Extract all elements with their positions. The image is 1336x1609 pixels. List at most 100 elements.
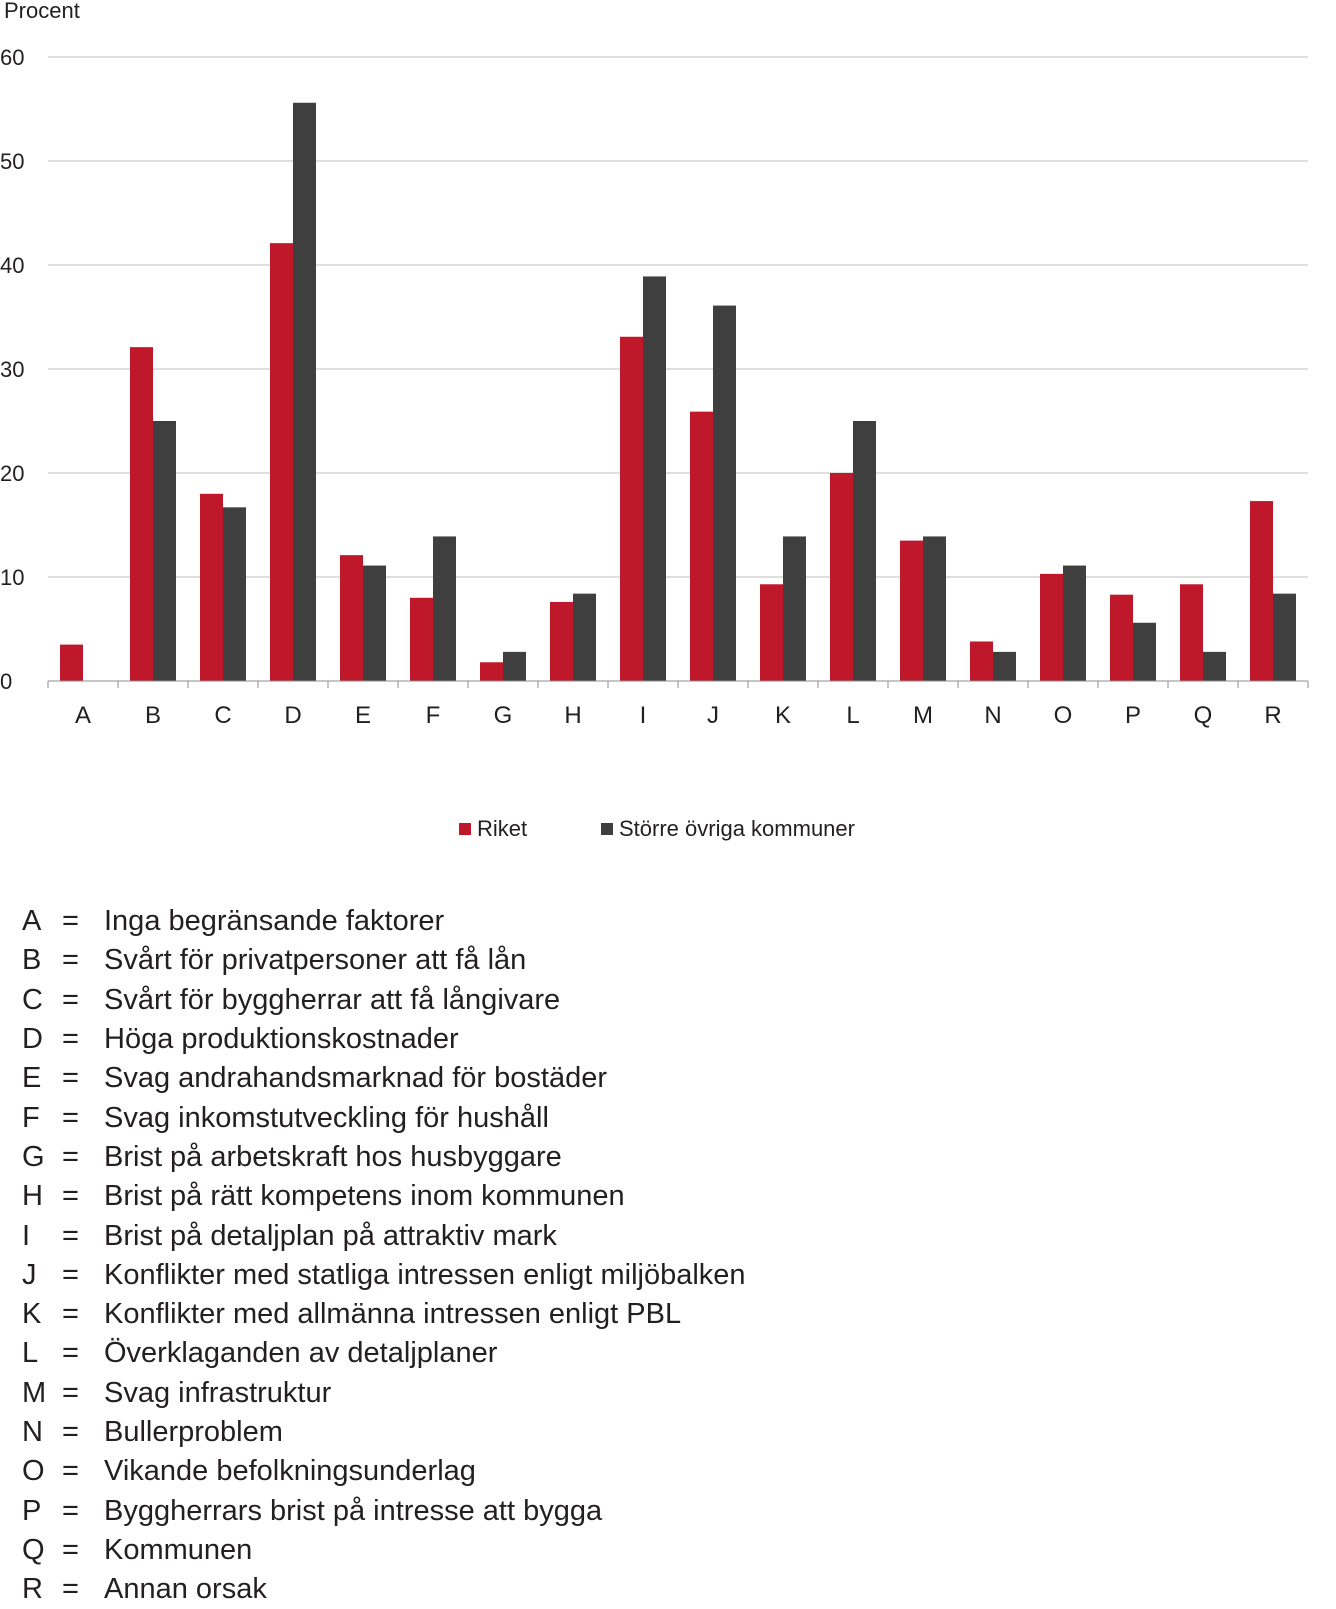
x-category-label: P bbox=[1125, 702, 1141, 729]
bar-riket-p bbox=[1110, 594, 1133, 681]
key-description: Svag inkomstutveckling för hushåll bbox=[104, 1101, 549, 1134]
key-letter: J bbox=[22, 1258, 37, 1291]
key-letter: M bbox=[22, 1376, 47, 1409]
bar-riket-c bbox=[200, 493, 223, 681]
key-row: A = Inga begränsande faktorer bbox=[22, 902, 746, 941]
key-description: Kommunen bbox=[104, 1533, 253, 1566]
legend: Riket Större övriga kommuner bbox=[0, 816, 1336, 850]
bar-riket-n bbox=[970, 641, 993, 681]
key-description: Svårt för privatpersoner att få lån bbox=[104, 944, 527, 977]
bar-storre-ovriga-kommuner-m bbox=[923, 536, 946, 681]
key-letter: G bbox=[22, 1140, 45, 1173]
key-description: Vikande befolkningsunderlag bbox=[104, 1455, 476, 1488]
key-equals: = bbox=[62, 1455, 79, 1488]
key-letter: R bbox=[22, 1573, 43, 1606]
key-equals: = bbox=[62, 944, 79, 977]
x-category-label: O bbox=[1054, 702, 1073, 729]
key-letter: B bbox=[22, 944, 42, 977]
legend-swatch-storre-ovriga-kommuner bbox=[601, 823, 613, 835]
key-equals: = bbox=[62, 983, 79, 1016]
key-row: D = Höga produktionskostnader bbox=[22, 1020, 746, 1059]
bar-riket-h bbox=[550, 601, 573, 681]
key-row: Q = Kommunen bbox=[22, 1531, 746, 1570]
bar-storre-ovriga-kommuner-d bbox=[293, 102, 316, 681]
y-axis-ticks: 0 10 20 30 40 50 60 bbox=[0, 45, 24, 694]
key-description: Svag andrahandsmarknad för bostäder bbox=[104, 1062, 607, 1095]
key-letter: E bbox=[22, 1062, 42, 1095]
key-row: I = Brist på detaljplan på attraktiv mark bbox=[22, 1216, 746, 1255]
bar-riket-l bbox=[830, 473, 853, 681]
key-description: Bullerproblem bbox=[104, 1416, 283, 1448]
x-category-label: B bbox=[145, 702, 161, 729]
key-letter: H bbox=[22, 1180, 43, 1213]
key-letter: D bbox=[22, 1023, 43, 1056]
y-tick-label: 60 bbox=[0, 45, 24, 70]
legend-swatch-riket bbox=[459, 823, 471, 835]
legend-item-riket: Riket bbox=[459, 816, 527, 842]
bar-storre-ovriga-kommuner-i bbox=[643, 276, 666, 681]
key-row: J = Konflikter med statliga intressen enli… bbox=[22, 1256, 746, 1295]
bar-riket-q bbox=[1180, 584, 1203, 681]
key-row: E = Svag andrahandsmarknad för bostäder bbox=[22, 1059, 746, 1098]
bar-riket-d bbox=[270, 243, 293, 681]
key-row: F = Svag inkomstutveckling för hushåll bbox=[22, 1098, 746, 1137]
key-equals: = bbox=[62, 1180, 79, 1213]
key-equals: = bbox=[62, 1140, 79, 1173]
bar-riket-m bbox=[900, 540, 923, 681]
bar-riket-j bbox=[690, 411, 713, 681]
key-equals: = bbox=[62, 1376, 79, 1409]
key-letter: A bbox=[22, 905, 42, 938]
bar-riket-r bbox=[1250, 501, 1273, 681]
key-letter: Q bbox=[22, 1533, 45, 1566]
key-equals: = bbox=[62, 1533, 79, 1566]
y-tick-label: 30 bbox=[0, 357, 24, 382]
bar-riket-a bbox=[60, 644, 83, 681]
bar-riket-o bbox=[1040, 573, 1063, 681]
bar-storre-ovriga-kommuner-f bbox=[433, 536, 456, 681]
key-description: Annan orsak bbox=[104, 1573, 267, 1606]
bar-chart: Procent 0 10 20 30 40 50 60 A B C D E F G H I J K L M N O P Q R bbox=[0, 0, 1309, 729]
key-equals: = bbox=[62, 1101, 79, 1134]
key-row: K = Konflikter med allmänna intressen enli… bbox=[22, 1295, 746, 1334]
x-category-label: L bbox=[846, 702, 859, 729]
y-tick-label: 50 bbox=[0, 149, 24, 174]
bar-storre-ovriga-kommuner-c bbox=[223, 507, 246, 681]
key-row: L = Överklaganden av detaljplaner bbox=[22, 1334, 746, 1373]
key-description: Höga produktionskostnader bbox=[104, 1023, 459, 1056]
x-category-label: D bbox=[284, 702, 301, 729]
bar-storre-ovriga-kommuner-b bbox=[153, 421, 176, 681]
bar-storre-ovriga-kommuner-h bbox=[573, 593, 596, 681]
x-category-label: A bbox=[75, 702, 91, 729]
key-letter: C bbox=[22, 983, 43, 1016]
key-letter: P bbox=[22, 1494, 42, 1527]
x-category-label: M bbox=[913, 702, 933, 729]
key-equals: = bbox=[62, 1337, 79, 1370]
key-row: G = Brist på arbetskraft hos husbyggare bbox=[22, 1138, 746, 1177]
key-letter: L bbox=[22, 1337, 39, 1370]
bar-riket-g bbox=[480, 662, 503, 681]
key-equals: = bbox=[62, 1573, 79, 1606]
bar-riket-b bbox=[130, 347, 153, 681]
x-category-label: N bbox=[984, 702, 1001, 729]
key-description: Inga begränsande faktorer bbox=[104, 905, 445, 938]
bar-riket-i bbox=[620, 336, 643, 681]
x-category-label: E bbox=[355, 702, 371, 729]
x-category-label: C bbox=[214, 702, 231, 729]
bar-storre-ovriga-kommuner-r bbox=[1273, 593, 1296, 681]
key-equals: = bbox=[62, 905, 79, 938]
key-letter: N bbox=[22, 1416, 43, 1448]
key-row: M = Svag infrastruktur bbox=[22, 1374, 746, 1413]
key-description: Svag infrastruktur bbox=[104, 1376, 332, 1409]
key-description: Brist på rätt kompetens inom kommunen bbox=[104, 1180, 625, 1213]
y-tick-label: 0 bbox=[0, 669, 12, 694]
bar-storre-ovriga-kommuner-q bbox=[1203, 651, 1226, 681]
key-description: Konflikter med allmänna intressen enligt… bbox=[104, 1298, 682, 1331]
key-equals: = bbox=[62, 1219, 79, 1252]
key-row: O = Vikande befolkningsunderlag bbox=[22, 1452, 746, 1491]
gridlines bbox=[48, 56, 1308, 578]
x-category-label: H bbox=[564, 702, 581, 729]
key-equals: = bbox=[62, 1258, 79, 1291]
bar-storre-ovriga-kommuner-n bbox=[993, 651, 1016, 681]
category-key: A = Inga begränsande faktorer B = Svårt för p… bbox=[22, 902, 746, 1609]
key-row: C = Svårt för byggherrar att få långivare bbox=[22, 981, 746, 1020]
